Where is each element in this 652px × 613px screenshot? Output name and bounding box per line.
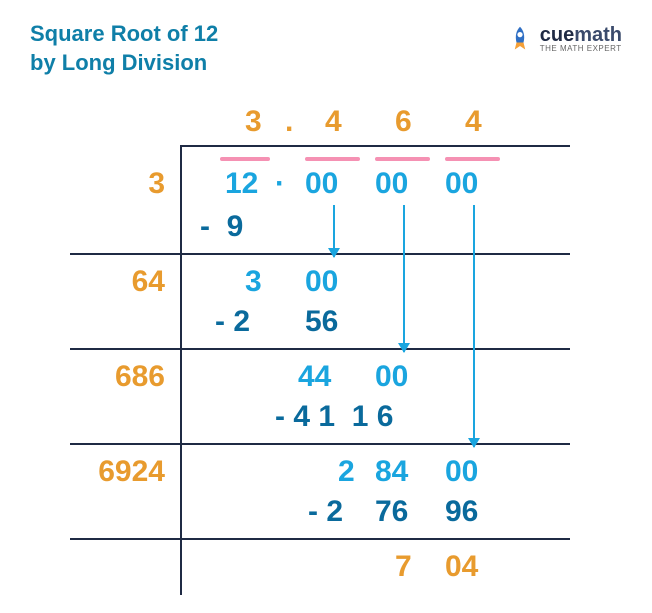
bring-down-arrow [473, 205, 475, 447]
brand-logo: cuemath THE MATH EXPERT [506, 25, 622, 53]
dividend-first: 12 [225, 167, 258, 201]
quotient-digit: 6 [395, 105, 414, 139]
bring-down: 00 [445, 455, 478, 489]
dividend-group: 00 [375, 167, 408, 201]
subtraction: - 2 [215, 305, 250, 339]
step-line [70, 443, 570, 445]
bring-down-arrow [333, 205, 335, 257]
divisor: 64 [50, 265, 165, 299]
bring-down: 3 [245, 265, 262, 299]
bring-down: 44 [298, 360, 331, 394]
divisor: 686 [50, 360, 165, 394]
subtraction: 56 [305, 305, 338, 339]
remainder: 04 [445, 550, 478, 584]
pair-bar [305, 157, 360, 161]
division-vertical-line [180, 145, 182, 595]
bring-down: 00 [305, 265, 338, 299]
step-line [70, 348, 570, 350]
page-title: Square Root of 12 by Long Division [30, 20, 218, 77]
remainder: 7 [395, 550, 412, 584]
division-top-line [180, 145, 570, 147]
step-line [70, 253, 570, 255]
pair-bar [375, 157, 430, 161]
dividend-group: 00 [305, 167, 338, 201]
subtraction: - 9 [200, 210, 243, 244]
subtraction: 76 [375, 495, 408, 529]
subtraction: - 2 [308, 495, 343, 529]
subtraction: - 4 1 1 6 [275, 400, 393, 434]
quotient-dot: . [285, 105, 295, 139]
pair-bar [220, 157, 270, 161]
step-line [70, 538, 570, 540]
quotient-digit: 4 [325, 105, 344, 139]
logo-brand: cuemath [540, 25, 622, 45]
dividend-dot: · [275, 167, 285, 201]
divisor: 3 [50, 167, 165, 201]
divisor: 6924 [50, 455, 165, 489]
bring-down: 00 [375, 360, 408, 394]
quotient-digit: 4 [465, 105, 484, 139]
logo-tagline: THE MATH EXPERT [540, 45, 622, 53]
pair-bar [445, 157, 500, 161]
bring-down-arrow [403, 205, 405, 352]
bring-down: 2 [338, 455, 355, 489]
dividend-group: 00 [445, 167, 478, 201]
rocket-icon [506, 25, 534, 53]
bring-down: 84 [375, 455, 408, 489]
subtraction: 96 [445, 495, 478, 529]
quotient-digit: 3 [245, 105, 264, 139]
